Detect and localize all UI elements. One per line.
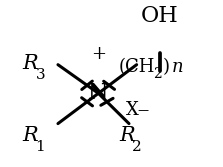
Text: 2: 2 bbox=[153, 67, 162, 81]
Text: +: + bbox=[91, 45, 106, 63]
Text: 3: 3 bbox=[36, 68, 45, 82]
Text: n: n bbox=[171, 58, 183, 76]
Text: N: N bbox=[88, 82, 109, 104]
Text: ): ) bbox=[163, 58, 170, 76]
Text: (CH: (CH bbox=[119, 58, 155, 76]
Text: OH: OH bbox=[141, 5, 178, 27]
Text: R: R bbox=[23, 54, 39, 73]
Text: X‒: X‒ bbox=[126, 101, 150, 119]
Text: R: R bbox=[23, 126, 39, 145]
Text: 1: 1 bbox=[36, 140, 45, 154]
Text: 2: 2 bbox=[132, 140, 142, 154]
Text: R: R bbox=[119, 126, 135, 145]
